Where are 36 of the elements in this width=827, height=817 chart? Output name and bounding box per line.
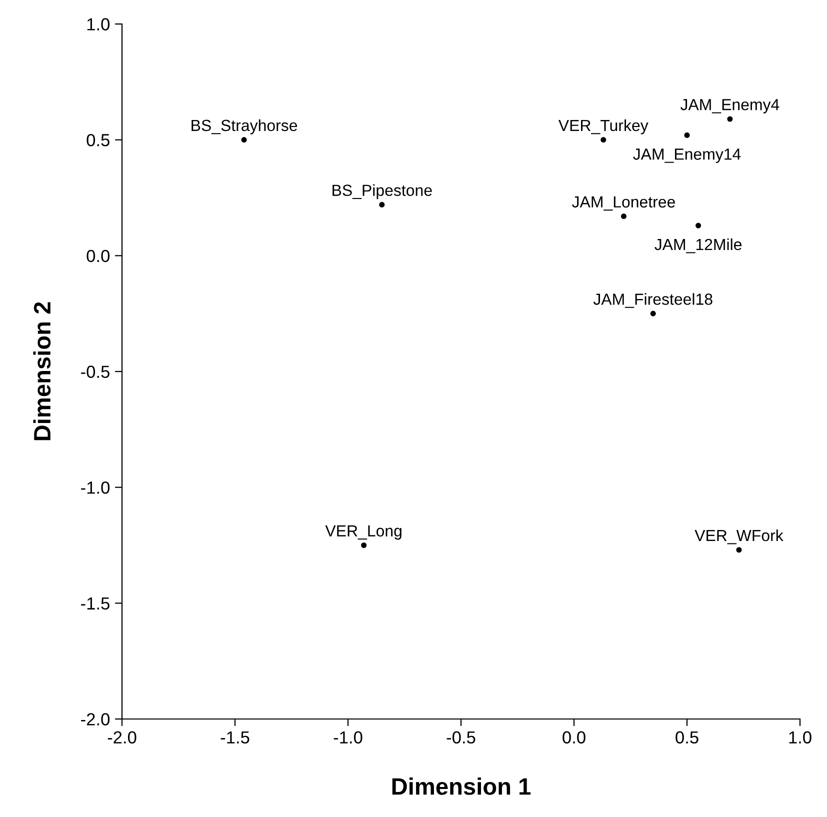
- annotation: VER_Long: [325, 525, 402, 540]
- point: [241, 137, 247, 143]
- x-tick-label: 0.0: [562, 731, 586, 744]
- annotation: JAM_Firesteel18: [593, 293, 712, 308]
- point: [736, 547, 742, 553]
- point: [650, 310, 656, 316]
- y-axis-title: Dimension 2: [33, 302, 51, 440]
- annotation: JAM_Enemy4: [680, 99, 780, 114]
- x-axis-title: Dimension 1: [392, 778, 531, 795]
- x-tick-label: -1.0: [334, 731, 362, 744]
- y-tick-label: -2.0: [81, 713, 110, 726]
- point: [600, 137, 606, 143]
- point: [696, 222, 702, 228]
- point: [361, 542, 367, 548]
- y-tick-label: -0.5: [81, 366, 110, 378]
- annotation: JAM_Enemy14: [633, 148, 741, 163]
- annotation: BS_Pipestone: [332, 184, 432, 200]
- y-tick-label: -1.0: [81, 482, 110, 494]
- x-tick-label: -2.0: [108, 731, 136, 744]
- point: [379, 202, 385, 208]
- y-tick-label: 0.0: [86, 250, 110, 262]
- y-tick-label: 1.0: [87, 18, 110, 30]
- x-tick-label: 1.0: [789, 731, 812, 744]
- point: [620, 214, 626, 220]
- annotation: BS_Strayhorse: [192, 119, 298, 134]
- y-tick-label: -1.5: [81, 598, 110, 610]
- y-tick-label: 0.5: [86, 134, 110, 146]
- annotation: VER_WFork: [694, 529, 784, 544]
- annotation: VER_Turkey: [558, 119, 648, 134]
- x-tick-label: 0.5: [676, 731, 698, 744]
- point: [684, 132, 690, 138]
- point: [727, 116, 733, 122]
- annotation: JAM_Lonetree: [572, 196, 675, 211]
- annotation: JAM_12Mile: [654, 238, 742, 254]
- x-tick-label: -0.5: [446, 731, 476, 744]
- x-tick-label: -1.5: [220, 731, 250, 744]
